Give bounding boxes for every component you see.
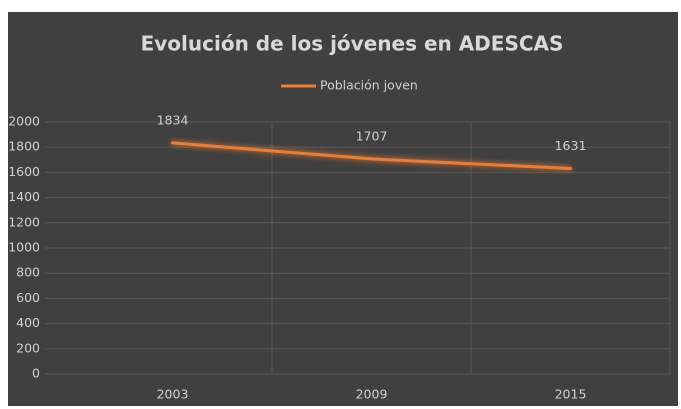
y-tick-label: 800	[16, 265, 40, 280]
x-tick-label: 2003	[157, 387, 189, 402]
chart-title: Evolución de los jóvenes en ADESCAS	[141, 32, 564, 56]
y-tick-label: 1400	[8, 189, 40, 204]
data-label: 1834	[157, 112, 189, 127]
y-tick-label: 600	[16, 290, 40, 305]
data-label: 1631	[555, 138, 587, 153]
y-tick-label: 200	[16, 340, 40, 355]
chart-background	[8, 12, 678, 406]
y-tick-label: 0	[32, 366, 40, 381]
y-tick-label: 2000	[8, 114, 40, 129]
y-tick-label: 1800	[8, 139, 40, 154]
y-tick-label: 1200	[8, 214, 40, 229]
x-tick-label: 2009	[356, 387, 388, 402]
x-tick-label: 2015	[555, 387, 587, 402]
y-tick-label: 1000	[8, 240, 40, 255]
legend-label: Población joven	[320, 78, 418, 93]
data-label: 1707	[356, 128, 388, 143]
series-line	[171, 141, 572, 170]
y-tick-label: 400	[16, 315, 40, 330]
y-tick-label: 1600	[8, 164, 40, 179]
